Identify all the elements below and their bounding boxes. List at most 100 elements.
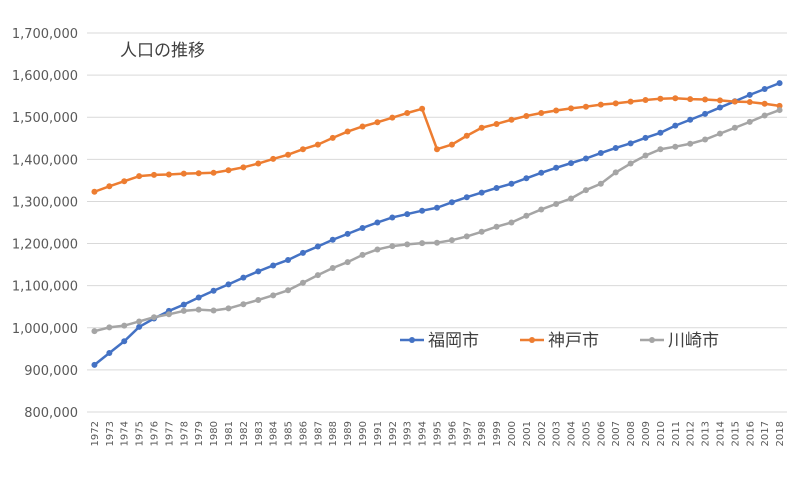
x-tick-label: 2014 — [715, 421, 726, 446]
y-tick-label: 900,000 — [24, 364, 78, 379]
data-point — [106, 350, 113, 357]
data-point — [642, 96, 649, 103]
data-point — [136, 323, 143, 330]
x-tick-label: 2005 — [581, 421, 592, 446]
data-point — [240, 301, 247, 308]
x-tick-label: 2015 — [730, 421, 741, 446]
data-point — [523, 212, 530, 219]
legend: 福岡市 神戸市 川崎市 — [400, 331, 719, 351]
data-point — [731, 98, 738, 105]
data-point — [568, 160, 575, 167]
data-point — [165, 311, 172, 318]
y-tick-label: 1,500,000 — [12, 111, 78, 126]
data-point — [285, 287, 292, 294]
x-tick-label: 2016 — [745, 421, 756, 446]
series-1 — [91, 80, 783, 368]
data-point — [478, 189, 485, 196]
data-point — [538, 110, 545, 117]
x-tick-label: 2001 — [522, 421, 533, 446]
data-point — [255, 296, 262, 303]
data-point — [657, 95, 664, 102]
data-point — [389, 114, 396, 121]
data-point — [627, 160, 634, 167]
data-point — [329, 236, 336, 243]
x-tick-label: 1972 — [90, 421, 101, 446]
data-point — [270, 155, 277, 162]
data-point — [225, 167, 232, 174]
data-point — [493, 184, 500, 191]
data-point — [434, 146, 440, 153]
y-tick-label: 1,200,000 — [12, 238, 78, 253]
data-point — [523, 112, 530, 119]
x-tick-label: 1986 — [298, 421, 309, 446]
data-point — [136, 318, 143, 325]
chart-title: 人口の推移 — [120, 41, 205, 61]
data-point — [553, 107, 560, 114]
data-point — [508, 180, 515, 187]
data-point — [374, 119, 381, 126]
x-tick-label: 1992 — [388, 421, 399, 446]
data-point — [448, 141, 455, 148]
data-point — [389, 243, 396, 250]
data-point — [225, 281, 232, 288]
legend-label: 川崎市 — [668, 331, 719, 351]
data-point — [612, 169, 619, 176]
x-tick-label: 1990 — [358, 421, 369, 446]
data-point — [523, 175, 530, 182]
x-tick-label: 2012 — [686, 421, 697, 446]
data-point — [687, 116, 694, 123]
x-tick-label: 1999 — [492, 421, 503, 446]
x-tick-label: 1989 — [343, 421, 354, 446]
data-point — [299, 249, 306, 256]
data-point — [448, 237, 455, 244]
data-point — [404, 110, 411, 117]
data-point — [642, 152, 649, 159]
data-point — [687, 140, 694, 147]
data-point — [702, 136, 709, 143]
data-point — [270, 292, 277, 299]
x-tick-label: 2017 — [760, 421, 771, 446]
data-point — [508, 116, 515, 123]
series-lines — [91, 80, 783, 368]
data-point — [404, 241, 411, 248]
y-tick-label: 1,300,000 — [12, 195, 78, 210]
data-point — [597, 150, 604, 157]
data-point — [657, 129, 664, 136]
data-point — [702, 96, 709, 103]
x-tick-label: 2008 — [626, 421, 637, 446]
x-tick-label: 1974 — [120, 421, 131, 446]
data-point — [165, 171, 172, 178]
data-point — [776, 107, 783, 114]
data-point — [359, 123, 366, 130]
data-point — [180, 170, 187, 177]
data-point — [627, 140, 634, 147]
data-point — [180, 307, 187, 314]
x-tick-label: 1985 — [284, 421, 295, 446]
x-tick-label: 2002 — [537, 421, 548, 446]
x-tick-label: 1995 — [433, 421, 444, 446]
data-point — [270, 262, 277, 269]
data-point — [255, 268, 262, 275]
data-point — [672, 122, 679, 129]
y-axis-tick-labels: 800,000 900,000 1,000,000 1,100,000 1,200,00… — [12, 27, 78, 421]
legend-entry: 川崎市 — [640, 331, 719, 351]
data-point — [746, 99, 753, 106]
data-point — [568, 195, 575, 202]
x-tick-label: 1983 — [254, 421, 265, 446]
data-point — [210, 169, 217, 176]
x-tick-label: 1998 — [477, 421, 488, 446]
x-tick-label: 1980 — [209, 421, 220, 446]
data-point — [746, 118, 753, 125]
data-point — [478, 228, 485, 235]
data-point — [285, 151, 292, 158]
data-point — [225, 305, 232, 312]
data-point — [612, 144, 619, 151]
data-point — [776, 102, 783, 109]
x-tick-label: 2007 — [611, 421, 622, 446]
x-tick-label: 2013 — [701, 421, 712, 446]
data-point — [538, 169, 545, 176]
data-point — [255, 160, 262, 167]
data-point — [121, 338, 128, 345]
y-tick-label: 1,600,000 — [12, 69, 78, 84]
x-tick-label: 1975 — [135, 421, 146, 446]
